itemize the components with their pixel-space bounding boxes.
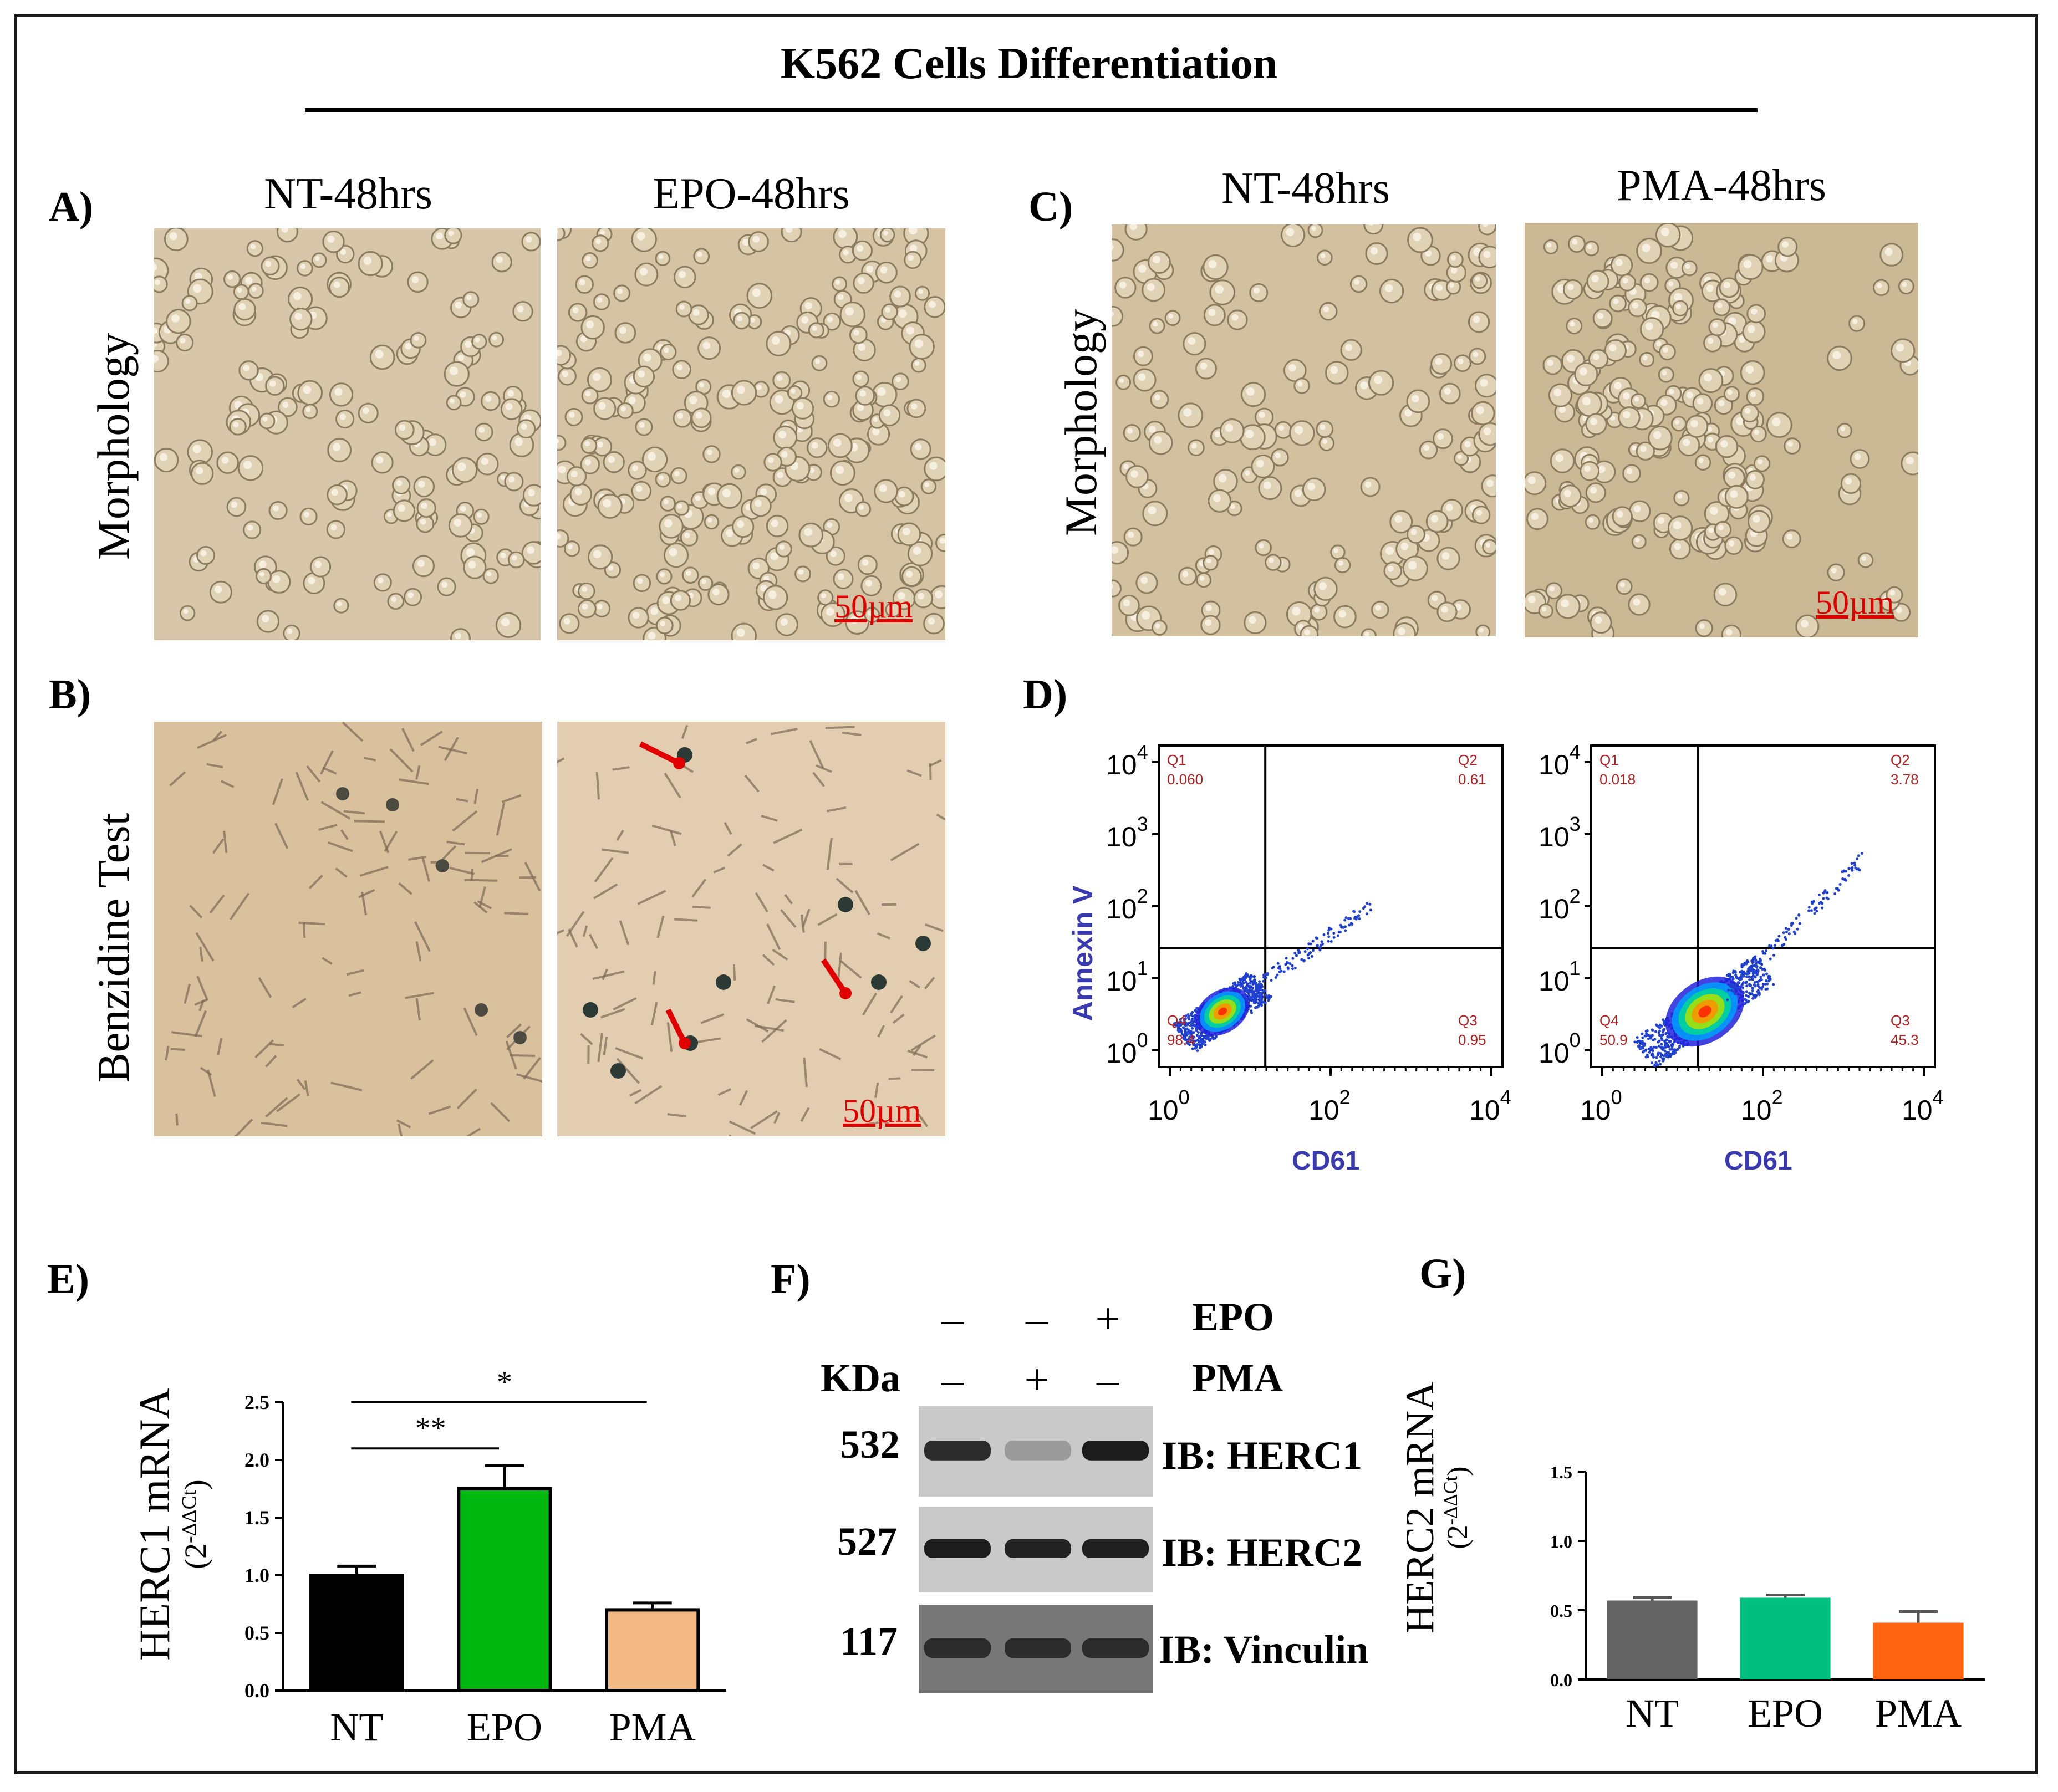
quadrant-value-q3: 0.95	[1458, 1032, 1486, 1048]
y-tick-label: 0.5	[244, 1622, 269, 1644]
x-tick-label: 102	[1741, 1086, 1783, 1126]
micrograph-nt-morphology-c	[1112, 224, 1496, 636]
y-tick-label: 100	[1539, 1029, 1581, 1069]
y-tick-label: 1.5	[1550, 1462, 1572, 1482]
y-tick-label: 1.0	[1550, 1531, 1572, 1551]
scale-bar-a: 50µm	[834, 588, 913, 625]
bar-nt	[1607, 1600, 1698, 1679]
col-label-nt-a: NT-48hrs	[264, 170, 432, 218]
x-tick-label: 104	[1469, 1086, 1511, 1126]
micrograph-nt-morphology	[154, 228, 541, 640]
y-tick-label: 103	[1539, 813, 1581, 852]
col-label-nt-c: NT-48hrs	[1221, 164, 1390, 213]
panel-label-g: G)	[1419, 1250, 1466, 1297]
y-tick-label: 104	[1106, 741, 1148, 780]
category-label-nt: NT	[1626, 1691, 1679, 1735]
x-axis-label-cd61: CD61	[1724, 1146, 1792, 1176]
figure-frame	[14, 14, 2038, 1774]
y-tick-label: 1.5	[244, 1507, 269, 1529]
category-label-epo: EPO	[467, 1705, 542, 1749]
panel-label-e: E)	[47, 1256, 89, 1303]
y-tick-label: 102	[1106, 885, 1148, 925]
flow-plot-1: Q1 0.060 Q2 0.61 Q3 0.95 Q4 98.4 100 101 102 103 104…	[1106, 741, 1511, 1176]
x-axis-label-cd61: CD61	[1292, 1146, 1360, 1176]
figure-title: K562 Cells Differentiation	[780, 39, 1278, 88]
quadrant-value-q3: 45.3	[1891, 1032, 1919, 1048]
quadrant-name-q1: Q1	[1599, 752, 1619, 768]
y-axis-sublabel: (2-ΔΔCt)	[1440, 1466, 1474, 1549]
row-label-benzidine: Benzidine Test	[88, 813, 139, 1083]
quadrant-name-q3: Q3	[1458, 1012, 1478, 1029]
y-tick-label: 2.5	[244, 1391, 269, 1413]
quadrant-name-q3: Q3	[1891, 1012, 1910, 1029]
quadrant-value-q2: 3.78	[1891, 771, 1919, 788]
bar-epo	[1740, 1597, 1831, 1679]
panel-label-d: D)	[1023, 671, 1068, 718]
quadrant-value-q4: 50.9	[1599, 1032, 1628, 1048]
y-tick-label: 0.0	[1550, 1670, 1572, 1690]
quadrant-name-q2: Q2	[1891, 752, 1910, 768]
flow-cytometry-plots: Q1 0.060 Q2 0.61 Q3 0.95 Q4 98.4 100 101 102 103 104…	[1067, 741, 1944, 1176]
y-tick-label: 0.0	[244, 1679, 269, 1702]
quadrant-value-q1: 0.060	[1167, 771, 1203, 788]
x-tick-label: 102	[1308, 1086, 1351, 1126]
panel-label-f: F)	[771, 1256, 811, 1303]
bar-pma	[605, 1608, 700, 1693]
y-tick-label: 101	[1539, 957, 1581, 997]
quadrant-value-q1: 0.018	[1599, 771, 1636, 788]
y-axis-label-annexin: Annexin V	[1067, 885, 1098, 1021]
col-label-pma: PMA-48hrs	[1617, 161, 1826, 210]
bar-pma	[1873, 1622, 1964, 1679]
quadrant-value-q2: 0.61	[1458, 771, 1486, 788]
scale-bar-b: 50µm	[843, 1092, 921, 1129]
quadrant-name-q4: Q4	[1167, 1012, 1186, 1029]
y-tick-label: 2.0	[244, 1449, 269, 1471]
panel-label-c: C)	[1028, 183, 1073, 230]
y-axis-label: HERC1 mRNA	[130, 1388, 179, 1661]
category-label-nt: NT	[330, 1705, 383, 1749]
y-tick-label: 100	[1106, 1029, 1148, 1069]
flow-plot-2: Q1 0.018 Q2 3.78 Q3 45.3 Q4 50.9 100 101 102 103 104…	[1539, 741, 1944, 1176]
panel-label-b: B)	[49, 671, 91, 718]
significance-marker: *	[497, 1365, 512, 1400]
category-label-pma: PMA	[1875, 1691, 1962, 1735]
quadrant-name-q1: Q1	[1167, 752, 1186, 768]
scale-bar-c: 50µm	[1816, 584, 1894, 621]
row-label-morphology-a: Morphology	[88, 333, 139, 560]
col-label-epo: EPO-48hrs	[653, 170, 850, 218]
quadrant-name-q2: Q2	[1458, 752, 1478, 768]
micrograph-pma-morphology	[1525, 223, 1918, 637]
y-axis-label: HERC2 mRNA	[1403, 1382, 1442, 1633]
quadrant-value-q4: 98.4	[1167, 1032, 1195, 1048]
x-tick-label: 100	[1148, 1086, 1190, 1126]
significance-marker: **	[415, 1411, 446, 1446]
micrograph-epo-morphology	[557, 228, 945, 640]
y-tick-label: 102	[1539, 885, 1581, 925]
bar-nt	[309, 1574, 404, 1692]
y-tick-label: 1.0	[244, 1564, 269, 1586]
row-label-morphology-c: Morphology	[1056, 309, 1106, 536]
chart-herc1-mrna: 0.00.51.01.52.02.5NT EPO PMA***HERC1 mRNA(…	[130, 1365, 726, 1749]
y-tick-label: 101	[1106, 957, 1148, 997]
y-tick-label: 103	[1106, 813, 1148, 852]
micrograph-epo-benzidine	[557, 722, 945, 1136]
y-tick-label: 104	[1539, 741, 1581, 780]
x-tick-label: 104	[1902, 1086, 1944, 1126]
bar-epo	[457, 1487, 552, 1692]
quadrant-name-q4: Q4	[1599, 1012, 1619, 1029]
micrograph-nt-benzidine	[154, 722, 542, 1136]
x-tick-label: 100	[1580, 1086, 1622, 1126]
y-tick-label: 0.5	[1550, 1601, 1572, 1621]
y-axis-sublabel: (2-ΔΔCt)	[178, 1479, 213, 1569]
category-label-epo: EPO	[1748, 1691, 1823, 1735]
title-underline	[305, 108, 1758, 112]
chart-herc2-mrna: 0.0 0.5 1.0 1.5 NT EPO PMA HERC2 mRNA(2-ΔΔCt)	[1403, 1382, 1985, 1735]
panel-label-a: A)	[49, 183, 94, 230]
category-label-pma: PMA	[609, 1705, 696, 1749]
